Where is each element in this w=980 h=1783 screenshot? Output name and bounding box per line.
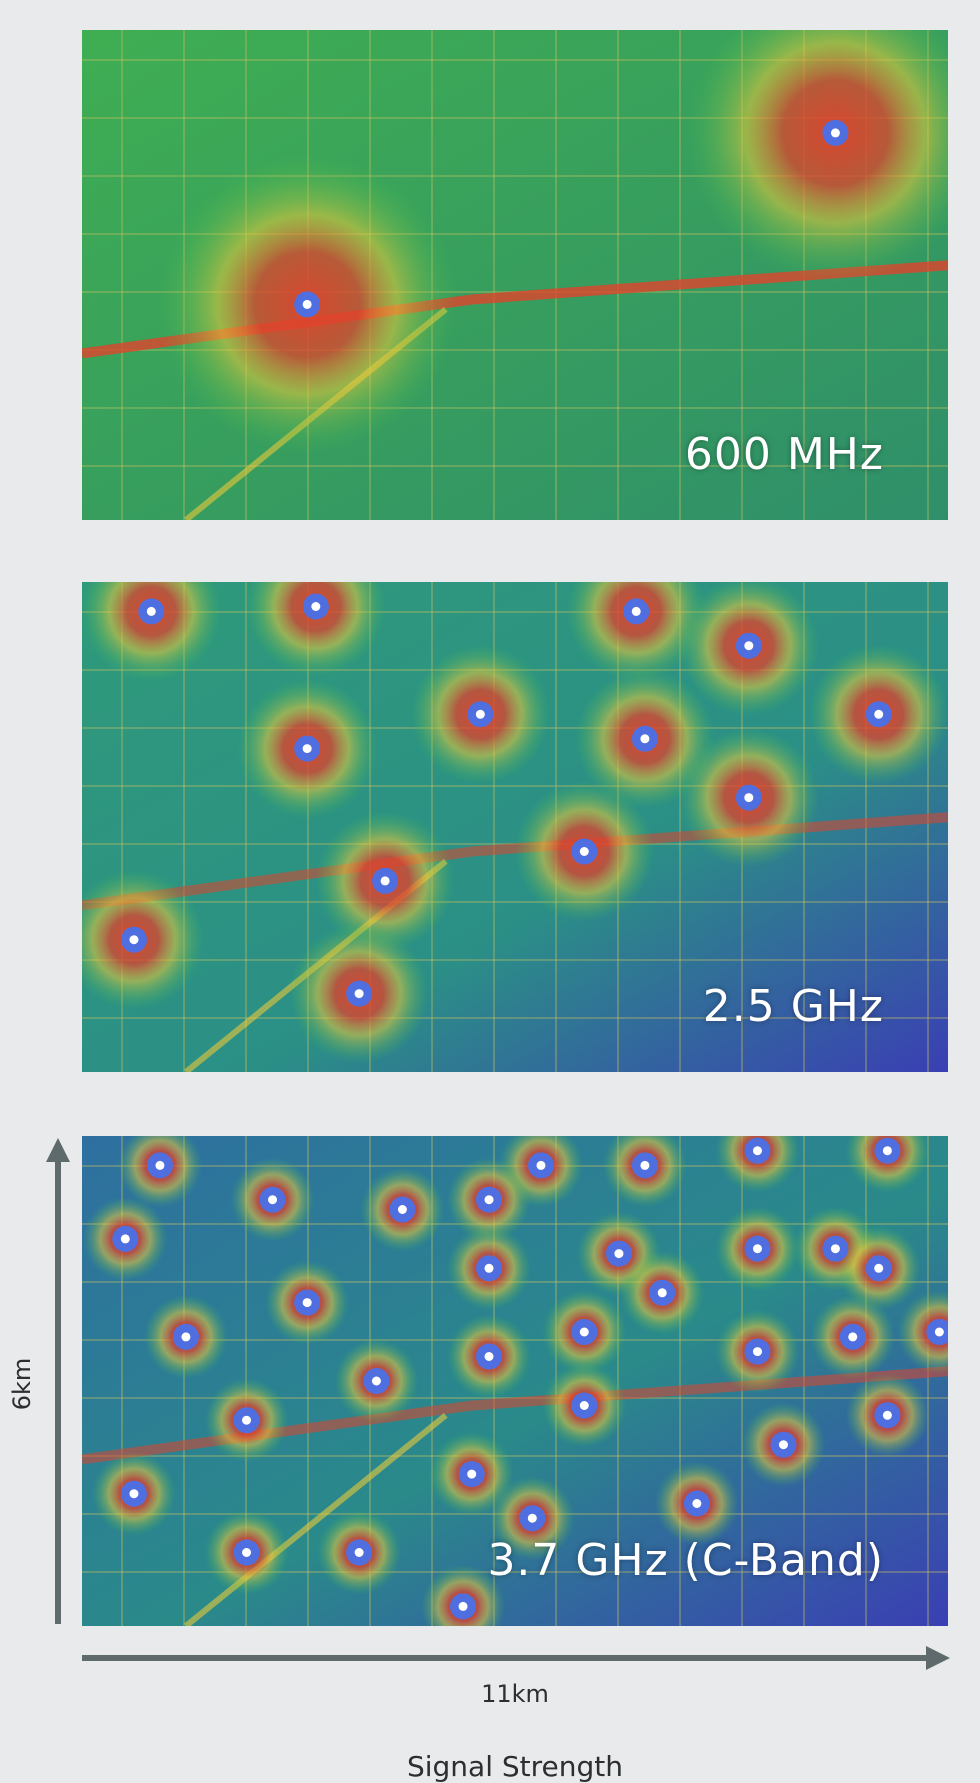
coverage-area — [685, 30, 948, 283]
cell-site-marker — [865, 701, 892, 728]
cell-site-marker — [476, 1186, 503, 1213]
cell-site-marker — [467, 701, 494, 728]
coverage-area — [245, 582, 386, 677]
band-label-600mhz: 600 MHz — [684, 429, 884, 480]
cell-site-marker — [450, 1593, 477, 1620]
x-scale-label: 11km — [481, 1680, 549, 1708]
cell-site-marker — [822, 119, 849, 146]
coverage-heatmap — [82, 582, 948, 1072]
cell-site-marker — [120, 1480, 147, 1507]
cell-site-marker — [744, 1338, 771, 1365]
coverage-area — [845, 1136, 930, 1193]
cell-site-marker — [874, 1402, 901, 1429]
cell-site-marker — [294, 291, 321, 318]
cell-site-marker — [346, 1539, 373, 1566]
cell-site-marker — [112, 1225, 139, 1252]
cell-site-marker — [631, 725, 658, 752]
cell-site-marker — [527, 1152, 554, 1179]
coverage-area — [566, 582, 707, 682]
coverage-map-3-7ghz: 3.7 GHz (C-Band) — [82, 1136, 948, 1626]
cell-site-marker — [839, 1323, 866, 1350]
cell-site-marker — [744, 1235, 771, 1262]
cell-site-marker — [363, 1368, 390, 1394]
cell-site-marker — [294, 735, 321, 762]
cell-site-marker — [476, 1343, 503, 1370]
cell-site-marker — [623, 598, 650, 625]
cell-site-marker — [683, 1490, 710, 1517]
cell-site-marker — [233, 1539, 260, 1566]
cell-site-marker — [138, 598, 165, 625]
cell-site-marker — [926, 1319, 948, 1345]
band-label-2-5ghz: 2.5 GHz — [702, 981, 884, 1032]
cell-site-marker — [744, 1137, 771, 1164]
y-scale-label: 6km — [8, 1357, 36, 1411]
cell-site-marker — [146, 1152, 173, 1179]
coverage-area — [897, 1290, 948, 1374]
cell-site-marker — [120, 926, 147, 953]
cell-site-marker — [605, 1240, 632, 1267]
arterial-road — [184, 1412, 448, 1626]
cell-site-marker — [735, 784, 762, 811]
cell-site-marker — [476, 1255, 503, 1282]
cell-site-marker — [233, 1407, 260, 1434]
street-grid — [82, 30, 948, 520]
coverage-map-600mhz: 600 MHz — [82, 30, 948, 520]
cell-site-marker — [631, 1152, 658, 1179]
cell-site-marker — [294, 1289, 321, 1316]
cell-site-marker — [865, 1255, 892, 1282]
cell-site-marker — [372, 867, 399, 894]
cell-site-marker — [649, 1279, 676, 1306]
cell-site-marker — [346, 980, 373, 1007]
coverage-heatmap — [82, 30, 948, 520]
y-scale-arrowhead — [46, 1138, 70, 1162]
legend-title: Signal Strength — [406, 1750, 624, 1783]
coverage-heatmap — [82, 1136, 948, 1626]
coverage-map-2-5ghz: 2.5 GHz — [82, 582, 948, 1072]
x-scale-arrowhead — [926, 1646, 950, 1670]
cell-site-marker — [770, 1431, 797, 1458]
coverage-area — [82, 582, 222, 682]
cell-site-marker — [874, 1137, 901, 1164]
cell-site-marker — [389, 1196, 416, 1223]
cell-site-marker — [458, 1461, 485, 1488]
cell-site-marker — [172, 1323, 199, 1350]
cell-site-marker — [571, 1392, 598, 1419]
cell-site-marker — [519, 1505, 546, 1532]
cell-site-marker — [259, 1186, 286, 1213]
cell-site-marker — [571, 838, 598, 865]
cell-site-marker — [822, 1235, 849, 1262]
cell-site-marker — [571, 1319, 598, 1345]
cell-site-marker — [302, 593, 329, 620]
coverage-area — [715, 1136, 800, 1193]
cell-site-marker — [735, 632, 762, 659]
band-label-3-7ghz: 3.7 GHz (C-Band) — [487, 1535, 884, 1586]
